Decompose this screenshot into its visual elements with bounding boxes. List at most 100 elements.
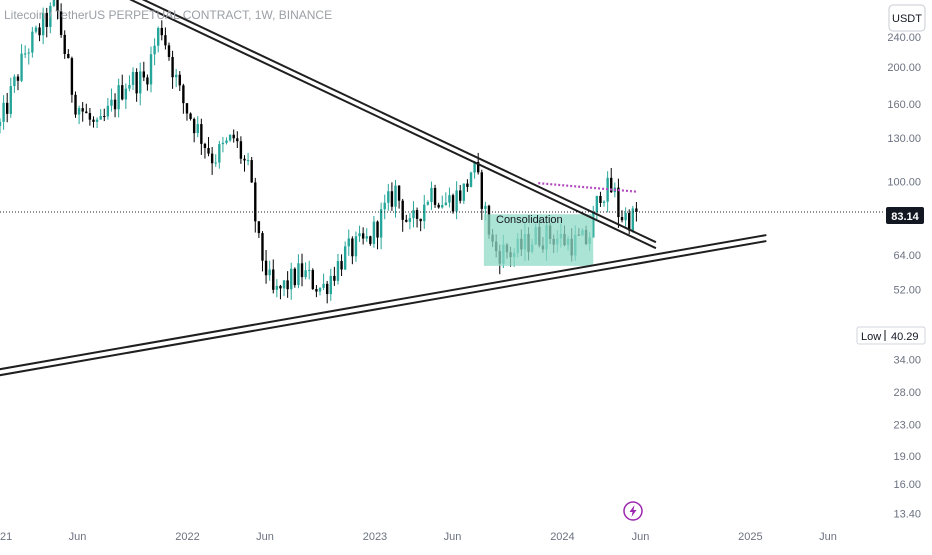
candle xyxy=(261,231,264,272)
candle xyxy=(243,155,246,172)
low-label: Low xyxy=(861,331,881,343)
candle xyxy=(297,254,300,289)
candle xyxy=(444,192,448,206)
candle xyxy=(459,184,462,204)
candle xyxy=(372,215,376,248)
candle xyxy=(290,262,293,300)
candle xyxy=(88,107,92,126)
y-tick-label: 28.00 xyxy=(893,387,921,399)
candle xyxy=(2,95,5,130)
last-price-value: 83.14 xyxy=(891,211,919,223)
candle xyxy=(397,185,401,209)
x-tick-label: Jun xyxy=(256,531,274,543)
x-tick-label: Jun xyxy=(69,531,87,543)
candle xyxy=(85,103,88,114)
drawings-layer xyxy=(0,0,885,378)
ascending-trendline[interactable] xyxy=(0,234,767,378)
y-tick-label: 13.40 xyxy=(893,509,921,521)
candle xyxy=(178,71,181,91)
candle xyxy=(189,112,192,121)
x-tick-label: 2025 xyxy=(738,531,762,543)
candle xyxy=(351,236,354,265)
candle xyxy=(311,268,315,290)
candle xyxy=(31,26,34,58)
candle xyxy=(210,146,214,175)
candle xyxy=(257,220,261,238)
candle xyxy=(631,205,635,233)
candle xyxy=(272,259,275,294)
candle xyxy=(157,26,160,53)
candle xyxy=(27,48,30,65)
candle xyxy=(451,193,455,214)
candle xyxy=(185,103,189,121)
candle xyxy=(379,202,383,250)
lightning-icon[interactable] xyxy=(623,501,643,521)
candle xyxy=(131,67,135,91)
candle xyxy=(74,91,77,118)
candle xyxy=(275,279,279,298)
candle xyxy=(322,273,325,291)
candle xyxy=(128,75,131,92)
candle xyxy=(315,285,318,298)
candle xyxy=(620,210,624,223)
candle xyxy=(419,218,422,232)
consolidation-box[interactable] xyxy=(483,214,594,266)
candle xyxy=(221,136,225,153)
candle xyxy=(304,262,307,280)
candle xyxy=(325,280,329,304)
candle xyxy=(455,181,458,220)
candle xyxy=(200,118,203,155)
currency-button[interactable]: USDT xyxy=(888,4,926,32)
candle xyxy=(617,178,620,228)
candle xyxy=(38,23,41,42)
candle xyxy=(139,62,142,106)
candle xyxy=(81,102,84,122)
y-tick-label: 130.00 xyxy=(887,133,921,145)
candle xyxy=(56,0,59,20)
x-tick-label: 2021 xyxy=(0,531,12,543)
candle xyxy=(308,260,311,280)
candle xyxy=(182,83,185,114)
candle xyxy=(293,267,297,288)
candle xyxy=(13,74,16,93)
candle xyxy=(63,30,66,59)
candle xyxy=(239,136,243,164)
candle xyxy=(45,7,48,38)
candle xyxy=(268,260,271,281)
x-tick-label: 2023 xyxy=(363,531,387,543)
candle xyxy=(49,2,52,34)
candle xyxy=(329,268,332,301)
y-tick-label: 16.00 xyxy=(893,479,921,491)
candle xyxy=(0,118,2,134)
candle xyxy=(117,78,120,118)
candle xyxy=(203,142,207,159)
candle xyxy=(354,231,358,262)
candle xyxy=(207,137,210,157)
candle xyxy=(135,68,138,102)
candle xyxy=(171,50,174,89)
candle xyxy=(218,140,221,169)
descending-trendline[interactable] xyxy=(46,0,657,250)
candle xyxy=(462,183,466,204)
candle xyxy=(16,74,20,91)
candle xyxy=(92,116,95,128)
candle xyxy=(228,134,232,142)
candle xyxy=(214,154,217,167)
candle xyxy=(67,49,70,59)
candle xyxy=(448,187,451,208)
candle xyxy=(23,45,27,58)
x-tick-label: 2024 xyxy=(550,531,574,543)
candle xyxy=(77,105,81,125)
candle xyxy=(412,201,415,228)
dotted-resistance-line[interactable] xyxy=(538,182,638,193)
candle xyxy=(9,77,12,118)
time-axis: 2021 Jun 2022 Jun 2023 Jun 2024 Jun 2025 Jun xyxy=(0,531,837,543)
y-tick-label: 240.00 xyxy=(887,32,921,44)
candle xyxy=(365,228,368,242)
candle xyxy=(95,117,99,128)
candle xyxy=(20,44,23,83)
candle xyxy=(473,161,476,179)
